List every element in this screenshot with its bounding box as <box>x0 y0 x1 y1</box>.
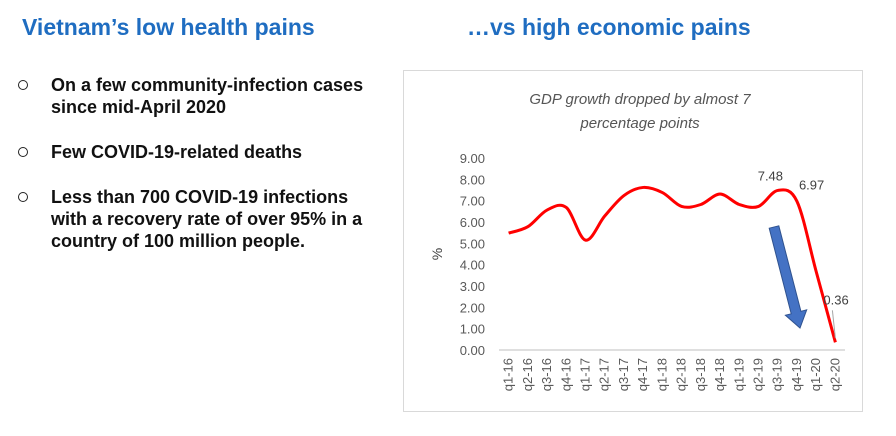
x-tick-label: q2-18 <box>674 358 689 391</box>
x-tick-label: q3-17 <box>616 358 631 391</box>
x-tick-label: q4-16 <box>558 358 573 391</box>
data-point <box>699 203 702 206</box>
y-tick-label: 1.00 <box>460 322 485 337</box>
x-tick-label: q3-19 <box>770 358 785 391</box>
data-point <box>603 215 606 218</box>
x-tick-label: q1-20 <box>808 358 823 391</box>
data-point <box>680 205 683 208</box>
chart-title-line: GDP growth dropped by almost 7 <box>529 91 751 108</box>
data-point <box>507 232 510 235</box>
bullet-text: On a few community-infection cases since… <box>51 75 364 117</box>
hollow-circle-bullet-icon <box>18 147 28 157</box>
x-tick-label: q3-18 <box>693 358 708 391</box>
data-point <box>642 186 645 189</box>
data-point <box>776 189 779 192</box>
right-heading: …vs high economic pains <box>467 14 751 40</box>
x-tick-label: q4-18 <box>712 358 727 391</box>
bullet-list: On a few community-infection cases since… <box>18 74 378 275</box>
data-point <box>584 239 587 242</box>
y-tick-label: 2.00 <box>460 300 485 315</box>
x-tick-label: q1-19 <box>731 358 746 391</box>
data-point <box>757 205 760 208</box>
data-label: 6.97 <box>799 177 824 192</box>
bullet-text: Less than 700 COVID-19 infections with a… <box>51 187 363 251</box>
x-tick-label: q1-18 <box>654 358 669 391</box>
down-arrow-icon <box>768 225 808 329</box>
chart-title-line: percentage points <box>579 115 700 132</box>
hollow-circle-bullet-icon <box>18 192 28 202</box>
data-point <box>565 206 568 209</box>
gdp-line-chart: GDP growth dropped by almost 7 percentage… <box>429 91 849 391</box>
data-point <box>622 194 625 197</box>
data-point <box>719 193 722 196</box>
data-point <box>738 203 741 206</box>
left-heading: Vietnam’s low health pains <box>22 14 315 40</box>
data-point <box>546 209 549 212</box>
y-tick-label: 5.00 <box>460 236 485 251</box>
bullet-item: Less than 700 COVID-19 infections with a… <box>18 186 378 252</box>
y-tick-label: 0.00 <box>460 343 485 358</box>
y-axis-title: % <box>429 248 445 260</box>
bullet-text: Few COVID-19-related deaths <box>51 142 303 162</box>
x-tick-label: q2-19 <box>751 358 766 391</box>
gdp-chart-panel: GDP growth dropped by almost 7 percentage… <box>403 70 863 412</box>
data-point <box>661 191 664 194</box>
x-tick-label: q1-17 <box>578 358 593 391</box>
x-tick-label: q1-16 <box>501 358 516 391</box>
x-tick-label: q2-16 <box>520 358 535 391</box>
y-tick-label: 6.00 <box>460 215 485 230</box>
y-tick-label: 7.00 <box>460 194 485 209</box>
y-tick-label: 3.00 <box>460 279 485 294</box>
data-point <box>526 225 529 228</box>
y-tick-label: 9.00 <box>460 151 485 166</box>
hollow-circle-bullet-icon <box>18 80 28 90</box>
x-tick-label: q4-19 <box>789 358 804 391</box>
x-tick-label: q2-20 <box>827 358 842 391</box>
data-point <box>795 200 798 203</box>
y-tick-label: 4.00 <box>460 258 485 273</box>
x-tick-label: q2-17 <box>597 358 612 391</box>
data-label: 0.36 <box>823 292 848 307</box>
data-label: 7.48 <box>758 168 783 183</box>
bullet-item: Few COVID-19-related deaths <box>18 141 378 163</box>
data-point <box>815 270 818 273</box>
gdp-growth-series-line <box>508 185 837 343</box>
x-tick-label: q3-16 <box>539 358 554 391</box>
bullet-item: On a few community-infection cases since… <box>18 74 378 118</box>
y-tick-label: 8.00 <box>460 172 485 187</box>
x-tick-label: q4-17 <box>635 358 650 391</box>
data-label-leader-line <box>831 310 836 339</box>
data-point <box>834 341 837 344</box>
